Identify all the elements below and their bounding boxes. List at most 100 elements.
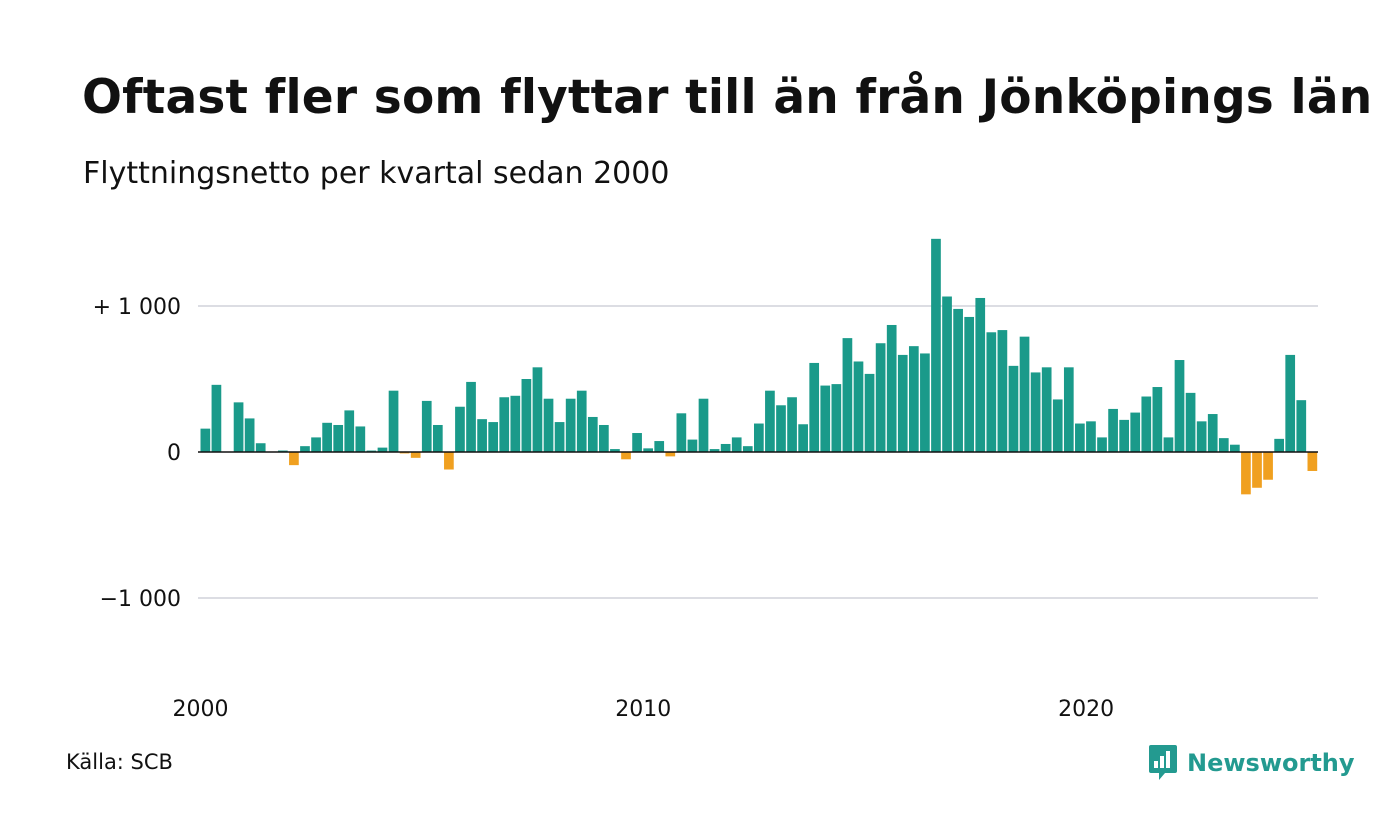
bar-q52 (765, 390, 775, 452)
bar-q22 (432, 424, 443, 452)
grid-layer (198, 305, 1318, 599)
bar-q28 (499, 397, 510, 452)
bar-q59 (842, 338, 853, 452)
bar-q34 (565, 398, 576, 452)
bar-q9 (289, 452, 299, 466)
bar-q36 (587, 416, 598, 452)
bar-q42 (654, 441, 665, 452)
bar-q56 (809, 362, 820, 452)
bar-q69 (953, 308, 963, 452)
bar-q48 (720, 443, 731, 452)
y-tick-label: −1 000 (100, 587, 181, 612)
bar-q77 (1041, 367, 1052, 452)
bar-q29 (510, 395, 521, 452)
bar-q79 (1063, 367, 1074, 452)
bar-q70 (964, 316, 975, 452)
bar-q93 (1218, 438, 1229, 452)
bar-q15 (355, 426, 366, 452)
bar-q74 (1008, 365, 1019, 452)
bar-q13 (333, 424, 344, 452)
bar-q66 (920, 353, 930, 452)
bar-q72 (986, 332, 997, 452)
bar-q61 (864, 373, 875, 452)
bar-q101 (1307, 452, 1318, 471)
bar-q78 (1052, 399, 1063, 452)
bar-chart: + 1 000 0 −1 000 2000 2010 2020 (93, 238, 1318, 722)
bar-q44 (676, 413, 687, 452)
bar-q5 (244, 418, 255, 452)
bar-q65 (908, 346, 919, 452)
bar-q20 (410, 452, 421, 458)
bar-q35 (576, 390, 587, 452)
bar-q25 (466, 381, 476, 452)
chart-subtitle: Flyttningsnetto per kvartal sedan 2000 (83, 156, 670, 191)
bar-q92 (1207, 414, 1218, 452)
bar-q54 (787, 397, 797, 452)
bar-q95 (1241, 452, 1251, 495)
bar-q62 (875, 343, 886, 452)
chart-title: Oftast fler som flyttar till än från Jön… (82, 70, 1373, 125)
bar-q57 (820, 385, 831, 452)
bar-q11 (311, 437, 321, 452)
bar-q91 (1196, 421, 1207, 452)
bar-q47 (709, 449, 720, 452)
bar-q75 (1019, 336, 1030, 452)
bar-q88 (1163, 437, 1174, 452)
bar-q26 (477, 419, 487, 452)
bar-q87 (1152, 387, 1163, 452)
bar-q38 (610, 449, 620, 452)
source-label: Källa: SCB (66, 750, 173, 774)
bar-q86 (1141, 396, 1152, 452)
bar-q21 (421, 400, 432, 452)
bar-q64 (897, 354, 908, 452)
bar-q4 (233, 402, 244, 452)
bar-q98 (1274, 438, 1284, 452)
bar-layer (200, 238, 1318, 495)
bar-q41 (643, 448, 653, 452)
bar-q51 (754, 423, 764, 452)
bar-q27 (488, 422, 499, 452)
bar-q17 (377, 447, 388, 452)
bar-q45 (687, 439, 698, 452)
x-tick-label: 2000 (173, 697, 229, 722)
bar-q39 (621, 452, 631, 460)
bar-q18 (388, 390, 399, 452)
y-axis-ticks: + 1 000 0 −1 000 (93, 295, 181, 612)
bar-q55 (798, 424, 808, 452)
bar-q23 (444, 452, 454, 470)
bar-q31 (532, 367, 543, 452)
y-tick-label: + 1 000 (93, 295, 181, 320)
bar-q94 (1230, 444, 1240, 452)
bar-q83 (1108, 408, 1118, 452)
bar-q82 (1097, 437, 1107, 452)
brand-logo: Newsworthy (1148, 744, 1355, 782)
bar-q67 (931, 238, 941, 452)
bar-q63 (886, 324, 897, 452)
bar-q33 (554, 422, 565, 452)
bar-q37 (599, 424, 609, 452)
bar-q81 (1086, 421, 1096, 452)
bar-q46 (698, 398, 709, 452)
bar-q32 (543, 398, 554, 452)
bar-q49 (731, 437, 742, 452)
bar-q80 (1075, 423, 1085, 452)
bar-q90 (1185, 392, 1196, 452)
bar-q40 (632, 433, 642, 452)
bar-q53 (776, 405, 786, 452)
bar-q24 (455, 406, 465, 452)
bar-q71 (975, 297, 986, 452)
bar-q99 (1285, 354, 1296, 452)
newsworthy-logo-icon (1149, 745, 1177, 780)
bar-q84 (1119, 419, 1130, 452)
bar-q96 (1252, 452, 1262, 488)
bar-q100 (1296, 400, 1307, 452)
bar-q12 (322, 422, 332, 452)
bar-q89 (1174, 360, 1185, 452)
x-tick-label: 2010 (615, 697, 671, 722)
x-axis-ticks: 2000 2010 2020 (173, 697, 1115, 722)
bar-q73 (997, 330, 1008, 452)
bar-q50 (742, 446, 753, 452)
y-tick-label: 0 (167, 441, 181, 466)
bar-q60 (853, 361, 864, 452)
bar-q68 (942, 296, 952, 452)
